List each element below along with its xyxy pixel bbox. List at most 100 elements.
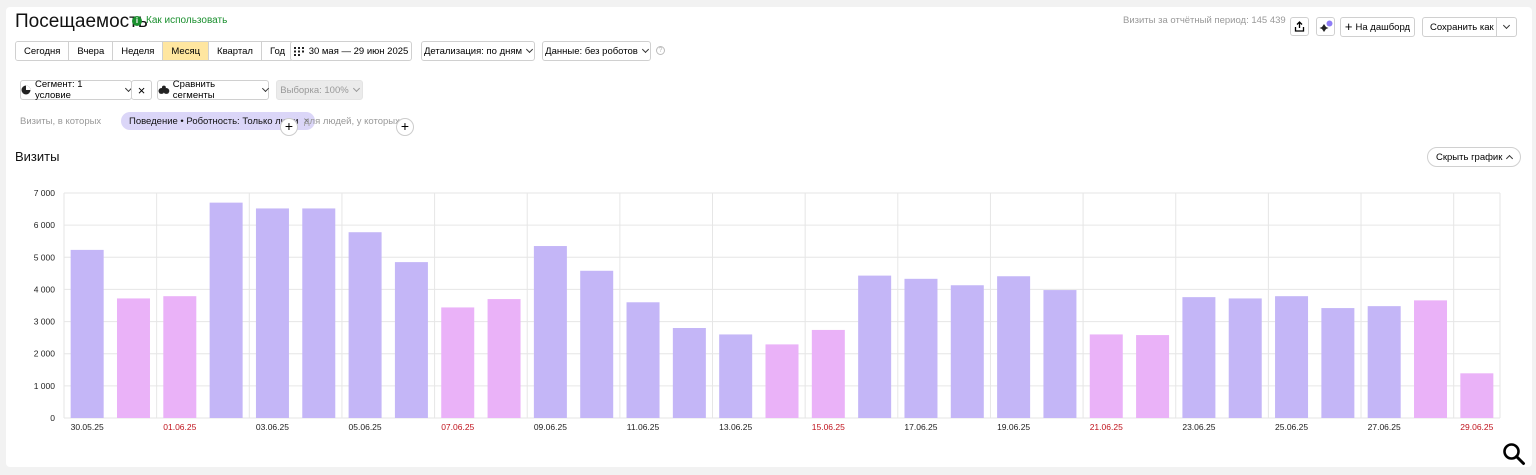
y-tick-label: 4 000 <box>34 284 56 294</box>
add-to-dashboard-button[interactable]: + На дашборд <box>1340 17 1415 37</box>
bar-12.06.25 <box>672 328 706 418</box>
bar-16.06.25 <box>858 275 892 418</box>
tab-quarter[interactable]: Квартал <box>209 42 262 60</box>
add-to-dashboard-label: На дашборд <box>1355 21 1411 33</box>
add-people-condition-button[interactable]: + <box>396 118 414 136</box>
ai-assistant-button[interactable] <box>1316 17 1335 36</box>
y-tick-label: 6 000 <box>34 220 56 230</box>
bar-23.06.25 <box>1182 297 1216 418</box>
search-icon[interactable] <box>1502 442 1526 466</box>
bar-10.06.25 <box>580 270 614 418</box>
detail-label: Детализация: по дням <box>423 45 523 57</box>
bar-06.06.25 <box>394 262 428 418</box>
bar-29.06.25 <box>1460 373 1494 418</box>
y-tick-label: 5 000 <box>34 252 56 262</box>
bar-26.06.25 <box>1321 308 1355 418</box>
bar-09.06.25 <box>533 246 567 418</box>
x-tick-label: 21.06.25 <box>1090 422 1123 432</box>
share-icon <box>1294 21 1305 32</box>
bar-17.06.25 <box>904 278 938 418</box>
y-tick-label: 1 000 <box>34 381 56 391</box>
x-tick-label: 25.06.25 <box>1275 422 1308 432</box>
y-tick-label: 0 <box>50 413 55 423</box>
people-condition-label: для людей, у которых <box>304 116 400 127</box>
bar-08.06.25 <box>487 299 521 418</box>
bar-22.06.25 <box>1136 335 1170 418</box>
bar-01.06.25 <box>163 296 197 418</box>
y-tick-label: 7 000 <box>34 188 56 198</box>
remove-condition-icon[interactable]: × <box>303 115 310 127</box>
bar-14.06.25 <box>765 344 799 418</box>
export-button[interactable] <box>1290 17 1309 36</box>
add-visit-condition-button[interactable]: + <box>280 118 298 136</box>
condition-chip[interactable]: Поведение • Роботность: Только люди × <box>121 112 316 130</box>
tab-year[interactable]: Год <box>261 42 294 60</box>
tab-yesterday[interactable]: Вчера <box>69 42 114 60</box>
how-to-use-label: Как использовать <box>146 15 228 26</box>
y-tick-label: 2 000 <box>34 349 56 359</box>
clear-segment-button[interactable]: × <box>131 80 152 100</box>
x-tick-label: 11.06.25 <box>627 422 660 432</box>
page-title: Посещаемость <box>15 11 148 32</box>
bar-18.06.25 <box>950 285 984 418</box>
calendar-icon <box>293 46 304 56</box>
compare-segments-label: Сравнить сегменты <box>172 79 216 101</box>
detail-dropdown[interactable]: Детализация: по дням <box>421 41 535 61</box>
x-tick-label: 05.06.25 <box>349 422 382 432</box>
sparkle-icon <box>1319 20 1332 32</box>
period-tabs: Сегодня Вчера Неделя Месяц Квартал Год <box>15 41 295 61</box>
data-dropdown[interactable]: Данные: без роботов <box>542 41 651 61</box>
save-as-dropdown[interactable] <box>1496 18 1516 36</box>
bar-15.06.25 <box>811 329 845 418</box>
close-icon: × <box>137 82 146 98</box>
segment-dropdown[interactable]: Сегмент: 1 условие <box>20 79 133 101</box>
bar-11.06.25 <box>626 302 660 418</box>
sample-label: Выборка: 100% <box>280 84 349 96</box>
x-tick-label: 29.06.25 <box>1460 422 1493 432</box>
bar-28.06.25 <box>1414 300 1448 418</box>
tab-month[interactable]: Месяц <box>163 42 210 60</box>
save-as-label: Сохранить как <box>1430 21 1494 33</box>
x-tick-label: 15.06.25 <box>812 422 845 432</box>
tab-today[interactable]: Сегодня <box>16 42 70 60</box>
date-range-picker[interactable]: 30 мая — 29 июн 2025 <box>290 41 412 61</box>
x-tick-label: 09.06.25 <box>534 422 567 432</box>
help-icon[interactable]: ? <box>656 46 665 55</box>
bar-19.06.25 <box>997 276 1031 418</box>
visits-condition-label: Визиты, в которых <box>20 116 102 127</box>
plus-icon: + <box>1344 19 1353 34</box>
hide-chart-button[interactable]: Скрыть график <box>1427 147 1522 167</box>
segment-label: Сегмент: 1 условие <box>34 79 83 101</box>
bar-13.06.25 <box>719 334 753 418</box>
bar-21.06.25 <box>1089 334 1123 418</box>
data-label: Данные: без роботов <box>545 45 638 57</box>
y-tick-label: 3 000 <box>34 317 56 327</box>
x-tick-label: 23.06.25 <box>1182 422 1215 432</box>
bar-27.06.25 <box>1367 306 1401 418</box>
x-tick-label: 30.05.25 <box>71 422 104 432</box>
x-tick-label: 07.06.25 <box>441 422 474 432</box>
bar-02.06.25 <box>209 202 243 418</box>
bar-20.06.25 <box>1043 290 1077 418</box>
tab-week[interactable]: Неделя <box>113 42 164 60</box>
chart-section-title: Визиты <box>15 149 60 164</box>
bar-04.06.25 <box>302 208 336 418</box>
sample-dropdown[interactable]: Выборка: 100% <box>276 80 363 100</box>
condition-chip-label: Поведение • Роботность: Только люди <box>129 115 299 127</box>
bar-05.06.25 <box>348 232 382 418</box>
compare-icon <box>158 85 170 94</box>
how-to-use-link[interactable]: i Как использовать <box>132 15 227 26</box>
bar-30.05.25 <box>70 249 104 418</box>
pie-chart-icon <box>21 85 31 95</box>
bar-31.05.25 <box>116 298 150 418</box>
compare-segments-dropdown[interactable]: Сравнить сегменты <box>157 79 270 101</box>
bar-24.06.25 <box>1228 298 1262 418</box>
x-tick-label: 03.06.25 <box>256 422 289 432</box>
hide-chart-label: Скрыть график <box>1436 151 1503 163</box>
save-as-button[interactable]: Сохранить как <box>1422 17 1517 37</box>
x-tick-label: 27.06.25 <box>1368 422 1401 432</box>
date-range-label: 30 мая — 29 июн 2025 <box>308 45 409 57</box>
x-tick-label: 19.06.25 <box>997 422 1030 432</box>
x-tick-label: 13.06.25 <box>719 422 752 432</box>
